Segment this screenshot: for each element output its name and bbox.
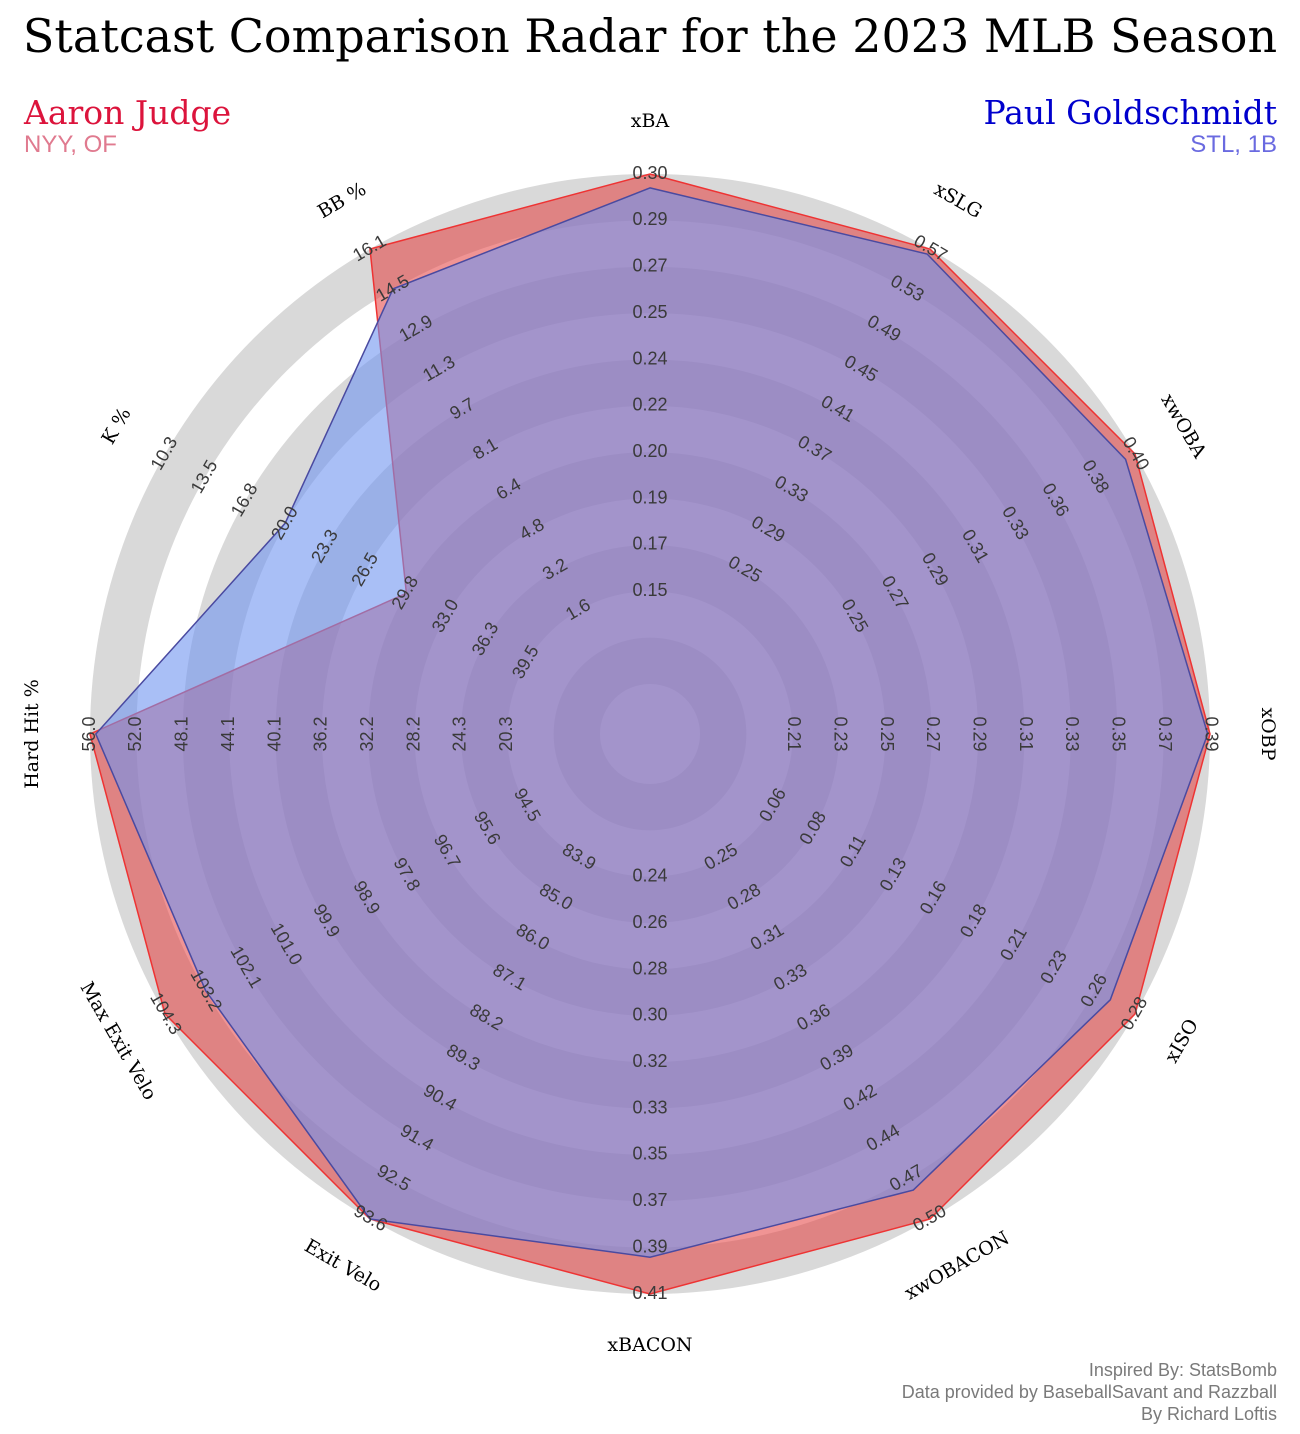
chart-title: Statcast Comparison Radar for the 2023 M… <box>23 9 1277 63</box>
tick-label: 56.0 <box>79 716 99 751</box>
tick-label: 48.1 <box>171 716 191 751</box>
tick-label: 0.19 <box>632 487 667 507</box>
tick-label: 0.27 <box>923 716 943 751</box>
axis-label: BB % <box>314 178 370 223</box>
axis-label: xBACON <box>607 1334 692 1356</box>
tick-label: 24.3 <box>450 716 470 751</box>
axis-label: K % <box>97 404 135 448</box>
tick-label: 0.37 <box>632 1190 667 1210</box>
tick-label: 0.35 <box>1109 716 1129 751</box>
tick-label: 0.30 <box>632 1005 667 1025</box>
tick-label: 0.22 <box>632 395 667 415</box>
tick-label: 28.2 <box>403 716 423 751</box>
tick-label: 0.20 <box>632 441 667 461</box>
tick-label: 0.33 <box>632 1097 667 1117</box>
player-1-team: NYY, OF <box>24 131 117 158</box>
tick-label: 0.15 <box>632 580 667 600</box>
tick-label: 20.3 <box>496 716 516 751</box>
credit-line-2: Data provided by BaseballSavant and Razz… <box>902 1382 1277 1402</box>
tick-label: 0.26 <box>632 912 667 932</box>
axis-label: xSLG <box>930 178 986 223</box>
tick-label: 36.2 <box>311 716 331 751</box>
tick-label: 0.28 <box>632 958 667 978</box>
tick-label: 0.41 <box>632 1283 667 1303</box>
tick-label: 0.23 <box>830 716 850 751</box>
tick-label: 0.27 <box>632 255 667 275</box>
tick-label: 52.0 <box>125 716 145 751</box>
tick-label: 0.17 <box>632 534 667 554</box>
tick-label: 0.39 <box>632 1236 667 1256</box>
tick-label: 0.33 <box>1062 716 1082 751</box>
axis-label: xwOBACON <box>901 1227 1013 1305</box>
player-1-name: Aaron Judge <box>23 93 231 132</box>
axis-label: Hard Hit % <box>21 679 43 789</box>
player-2-team: STL, 1B <box>1190 131 1277 158</box>
tick-label: 0.30 <box>632 163 667 183</box>
tick-label: 0.21 <box>784 716 804 751</box>
axis-label: xwOBA <box>1156 390 1210 462</box>
tick-label: 0.31 <box>1016 716 1036 751</box>
tick-label: 0.25 <box>877 716 897 751</box>
tick-label: 0.29 <box>969 716 989 751</box>
tick-label: 0.29 <box>632 209 667 229</box>
player-2-name: Paul Goldschmidt <box>983 93 1277 132</box>
tick-label: 40.1 <box>264 716 284 751</box>
axis-label: xOBP <box>1257 707 1279 760</box>
tick-label: 44.1 <box>218 716 238 751</box>
tick-label: 0.35 <box>632 1144 667 1164</box>
axis-label: Exit Velo <box>301 1235 386 1297</box>
tick-label: 0.39 <box>1201 716 1221 751</box>
tick-label: 0.37 <box>1155 716 1175 751</box>
tick-label: 0.32 <box>632 1051 667 1071</box>
series-polygon-2 <box>94 187 1209 1258</box>
tick-label: 0.24 <box>632 348 667 368</box>
credit-line-3: By Richard Loftis <box>1141 1404 1277 1424</box>
credit-line-1: Inspired By: StatsBomb <box>1089 1360 1277 1380</box>
radar-polygons <box>89 173 1211 1295</box>
axis-label: xBA <box>631 110 670 132</box>
tick-label: 0.25 <box>632 302 667 322</box>
axis-label: xISO <box>1161 1015 1203 1067</box>
tick-label: 0.24 <box>632 865 667 885</box>
tick-label: 32.2 <box>357 716 377 751</box>
